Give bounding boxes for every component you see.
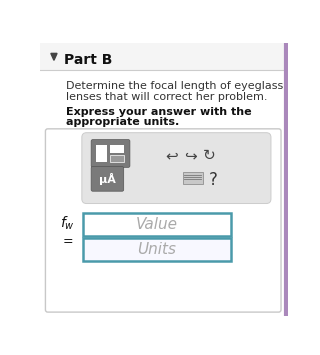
Text: ↻: ↻	[203, 148, 215, 163]
FancyBboxPatch shape	[45, 129, 281, 312]
Text: Units: Units	[138, 242, 177, 257]
Bar	[96, 145, 107, 162]
Text: Value: Value	[136, 217, 178, 232]
Text: appropriate units.: appropriate units.	[66, 117, 179, 127]
Text: Determine the focal length of eyeglass: Determine the focal length of eyeglass	[66, 81, 283, 91]
FancyBboxPatch shape	[91, 140, 130, 167]
Text: ?: ?	[209, 171, 218, 189]
Text: ↪: ↪	[184, 148, 197, 163]
Text: Part B: Part B	[64, 53, 112, 67]
Text: lenses that will correct her problem.: lenses that will correct her problem.	[66, 92, 267, 102]
FancyBboxPatch shape	[91, 166, 124, 191]
Text: μÅ: μÅ	[99, 173, 116, 185]
Bar	[40, 43, 288, 70]
Text: Express your answer with the: Express your answer with the	[66, 106, 251, 116]
Text: ↩: ↩	[165, 148, 178, 163]
Bar	[110, 155, 124, 162]
Text: =: =	[63, 235, 73, 248]
Bar	[83, 213, 231, 236]
Bar	[110, 145, 124, 153]
Polygon shape	[51, 53, 57, 60]
FancyBboxPatch shape	[82, 133, 271, 203]
Bar	[83, 238, 231, 261]
FancyBboxPatch shape	[183, 172, 203, 184]
Text: $f_w$: $f_w$	[60, 215, 75, 232]
